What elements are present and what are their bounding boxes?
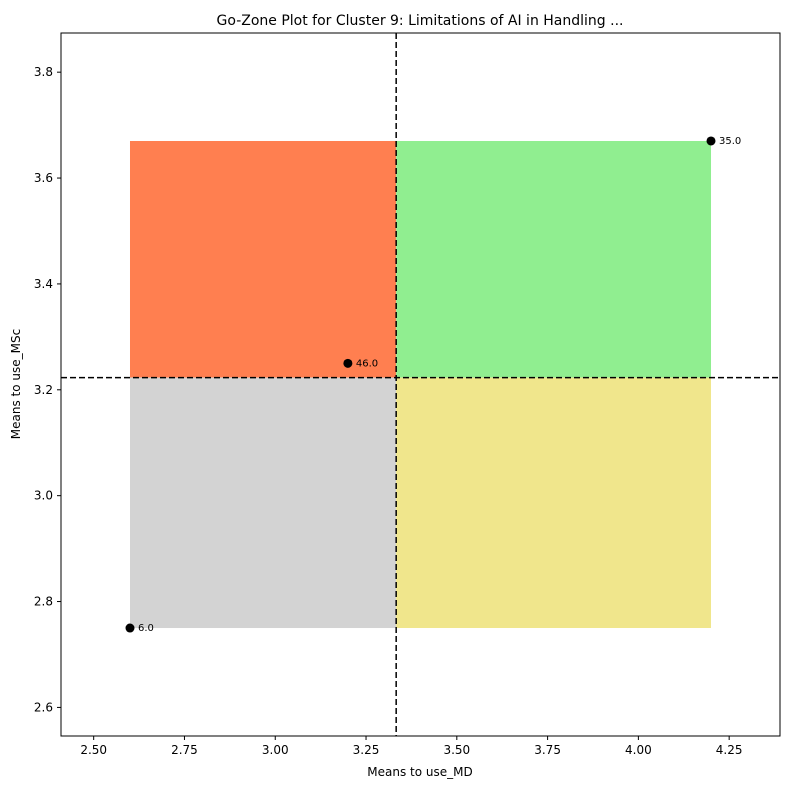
x-axis-ticks: 2.50 2.75 3.00 3.25 3.50 3.75 4.00 4.25 xyxy=(80,736,743,757)
y-tick-label: 2.6 xyxy=(34,700,53,714)
data-point-label: 46.0 xyxy=(356,358,378,369)
x-tick-label: 3.00 xyxy=(262,743,289,757)
y-tick-label: 3.6 xyxy=(34,171,53,185)
y-tick-label: 3.8 xyxy=(34,65,53,79)
x-tick-label: 3.75 xyxy=(534,743,561,757)
quadrant-bottom-right xyxy=(396,377,712,629)
y-tick-label: 3.2 xyxy=(34,383,53,397)
data-point xyxy=(125,623,135,633)
mean-lines xyxy=(61,33,780,736)
y-tick-label: 3.4 xyxy=(34,277,53,291)
data-point-label: 6.0 xyxy=(138,623,154,634)
x-tick-label: 2.75 xyxy=(171,743,198,757)
y-axis-ticks: 2.6 2.8 3.0 3.2 3.4 3.6 3.8 xyxy=(34,65,61,714)
data-points: 35.0 46.0 6.0 xyxy=(125,136,741,634)
data-point-label: 35.0 xyxy=(719,136,741,147)
y-tick-label: 3.0 xyxy=(34,489,53,503)
quadrant-bottom-left xyxy=(129,377,397,629)
data-point xyxy=(343,358,353,368)
x-tick-label: 3.50 xyxy=(443,743,470,757)
chart-title: Go-Zone Plot for Cluster 9: Limitations … xyxy=(217,13,624,29)
data-point xyxy=(706,136,716,146)
plot-area-frame xyxy=(60,32,781,737)
x-axis-label: Means to use_MD xyxy=(367,765,472,779)
quadrant-top-left xyxy=(129,140,397,378)
x-tick-label: 4.25 xyxy=(716,743,743,757)
y-tick-label: 2.8 xyxy=(34,595,53,609)
x-tick-label: 4.00 xyxy=(625,743,652,757)
quadrant-top-right xyxy=(396,140,712,378)
x-tick-label: 3.25 xyxy=(353,743,380,757)
y-axis-label: Means to use_MSc xyxy=(9,329,23,439)
x-tick-label: 2.50 xyxy=(80,743,107,757)
quadrant-layer xyxy=(129,140,712,629)
